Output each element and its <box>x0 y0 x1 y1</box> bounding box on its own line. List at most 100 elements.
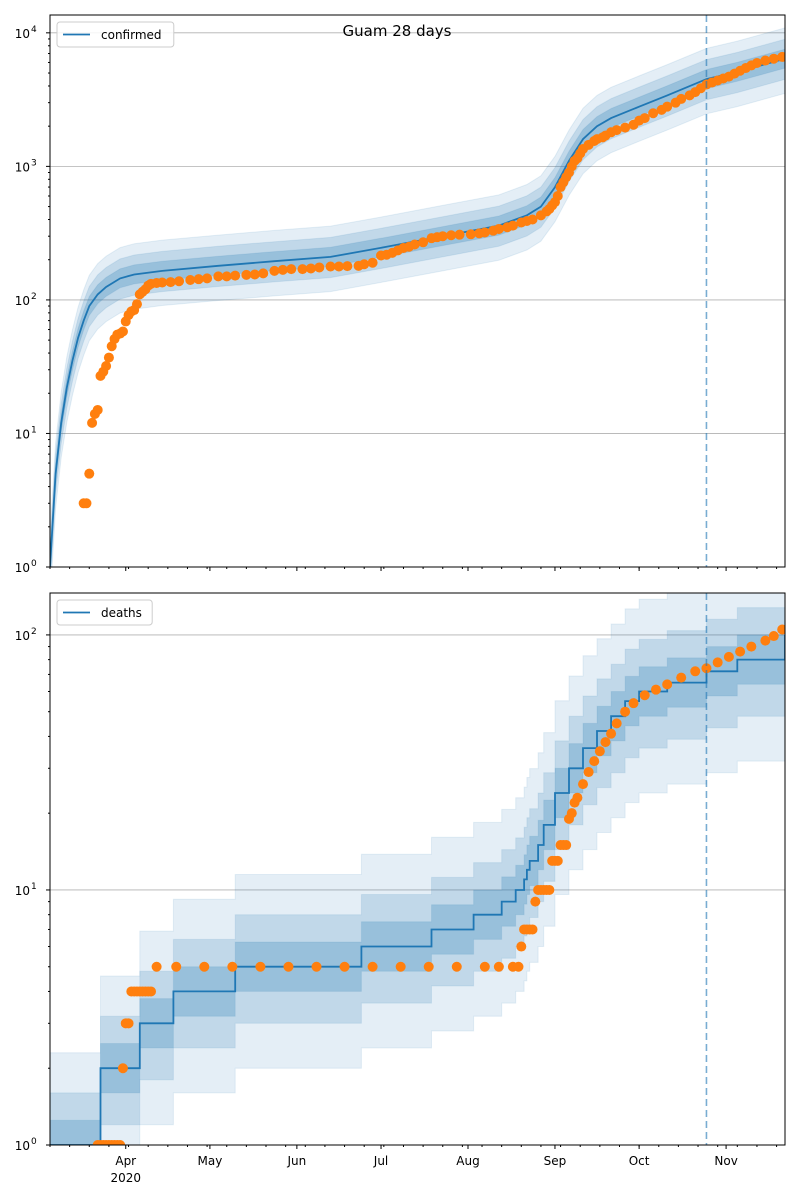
observed-point <box>437 231 448 242</box>
observed-point <box>611 718 622 729</box>
observed-point <box>241 269 252 280</box>
observed-point <box>552 191 563 202</box>
y-tick-label: 10 <box>15 1139 30 1153</box>
observed-point <box>325 261 336 272</box>
y-tick-exponent: 1 <box>31 882 37 892</box>
observed-point <box>311 961 322 972</box>
legend: deaths <box>56 599 153 626</box>
legend-box <box>56 21 175 48</box>
observed-point <box>193 274 204 285</box>
observed-point <box>676 672 687 683</box>
y-tick-label: 10 <box>15 160 30 174</box>
observed-point <box>339 961 350 972</box>
observed-point <box>103 352 114 363</box>
observed-point <box>583 767 594 778</box>
y-tick-label: 10 <box>15 561 30 575</box>
observed-point <box>648 108 659 119</box>
x-tick-label: May <box>197 1154 222 1168</box>
observed-point <box>221 271 232 282</box>
model-median-line <box>50 634 785 1145</box>
observed-point <box>544 884 555 895</box>
observed-point <box>305 263 316 274</box>
y-tick-label: 10 <box>15 629 30 643</box>
uncertainty-band <box>50 38 785 567</box>
observed-point <box>117 326 128 337</box>
observed-point <box>751 57 762 68</box>
observed-point <box>561 840 572 851</box>
observed-point <box>117 1063 128 1074</box>
uncertainty-band <box>50 27 785 567</box>
observed-point <box>227 961 238 972</box>
y-tick-exponent: 3 <box>31 158 37 168</box>
observed-point <box>101 360 112 371</box>
y-tick-label: 10 <box>15 294 30 308</box>
observed-point <box>367 961 378 972</box>
observed-point <box>409 239 420 250</box>
observed-point <box>87 417 98 428</box>
observed-point <box>552 855 563 866</box>
observed-point <box>746 641 757 652</box>
y-tick-exponent: 1 <box>31 425 37 435</box>
observed-point <box>479 961 490 972</box>
observed-point <box>446 230 457 241</box>
observed-point <box>639 690 650 701</box>
observed-point <box>157 277 168 288</box>
observed-point <box>777 51 785 62</box>
y-tick-label: 10 <box>15 427 30 441</box>
observed-point <box>255 961 266 972</box>
observed-point <box>777 624 785 635</box>
y-tick-exponent: 0 <box>31 1137 37 1147</box>
observed-point <box>145 986 156 997</box>
observed-point <box>314 262 325 273</box>
x-tick-label: Sep <box>544 1154 567 1168</box>
x-tick-label: Nov <box>714 1154 737 1168</box>
observed-point <box>639 113 650 124</box>
observed-point <box>768 631 779 642</box>
observed-point <box>423 961 434 972</box>
observed-point <box>333 261 344 272</box>
y-tick-label: 10 <box>15 27 30 41</box>
observed-point <box>131 299 142 310</box>
observed-point <box>760 55 771 66</box>
observed-point <box>572 792 583 803</box>
observed-point <box>594 746 605 757</box>
observed-point <box>620 706 631 717</box>
observed-point <box>676 93 687 104</box>
observed-point <box>115 1140 126 1145</box>
observed-point <box>213 271 224 282</box>
x-tick-label: Jun <box>286 1154 306 1168</box>
observed-point <box>701 663 712 674</box>
observed-point <box>530 896 541 907</box>
observed-point <box>297 264 308 275</box>
observed-point <box>230 270 241 281</box>
observed-point <box>342 261 353 272</box>
observed-point <box>269 265 280 276</box>
observed-point <box>723 651 734 662</box>
x-tick-label: Aug <box>456 1154 479 1168</box>
observed-point <box>454 229 465 240</box>
observed-point <box>258 268 269 279</box>
observed-point <box>516 941 527 952</box>
x-tick-year-label: 2020 <box>110 1171 141 1185</box>
observed-point <box>606 728 617 739</box>
observed-point <box>359 259 370 270</box>
observed-point <box>513 961 524 972</box>
legend: confirmed <box>56 21 175 48</box>
observed-point <box>493 961 504 972</box>
observed-point <box>84 468 95 479</box>
axes-frame <box>49 14 786 568</box>
observed-point <box>465 229 476 240</box>
observed-point <box>185 274 196 285</box>
legend-label: deaths <box>101 606 142 620</box>
observed-point <box>165 277 176 288</box>
observed-point <box>527 924 538 935</box>
observed-point <box>650 684 661 695</box>
observed-point <box>662 679 673 690</box>
observed-point <box>395 961 406 972</box>
observed-point <box>451 961 462 972</box>
x-tick-label: Apr <box>115 1154 136 1168</box>
observed-point <box>92 404 103 415</box>
observed-point <box>199 961 210 972</box>
